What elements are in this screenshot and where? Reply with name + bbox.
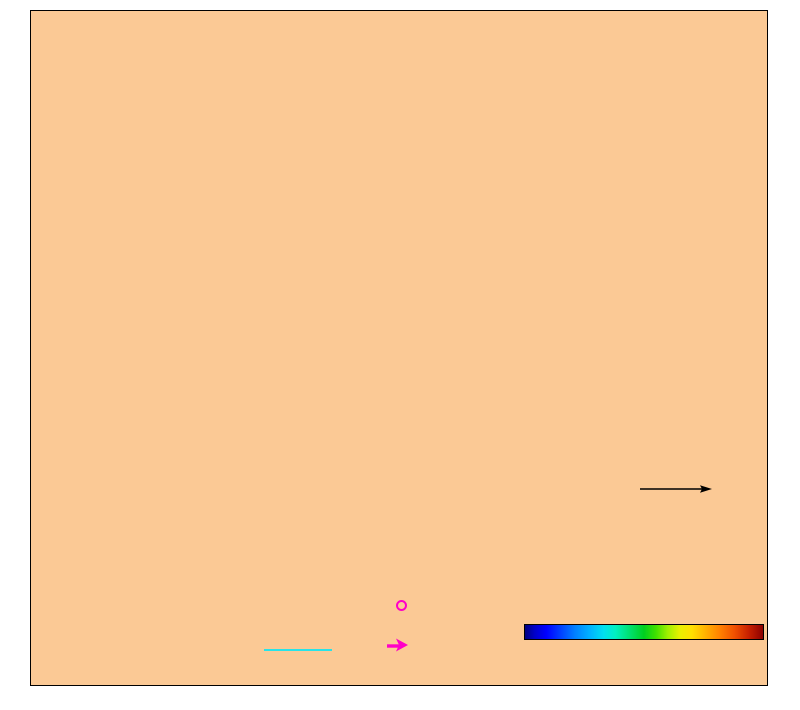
colorbar <box>524 620 764 660</box>
bathymetry-scale-line <box>264 649 332 651</box>
argo-circle-icon <box>396 600 407 611</box>
drifters-legend <box>386 634 413 653</box>
map-plot-area <box>30 10 768 686</box>
colorbar-ticks <box>524 640 764 660</box>
colorbar-gradient <box>524 624 764 640</box>
drifter-arrow-icon <box>387 638 408 652</box>
velocity-scale-arrow-icon <box>640 485 712 493</box>
bathymetry-scale-legend <box>264 648 332 651</box>
map-overlay-layer <box>31 11 767 685</box>
argo-legend <box>396 600 414 611</box>
